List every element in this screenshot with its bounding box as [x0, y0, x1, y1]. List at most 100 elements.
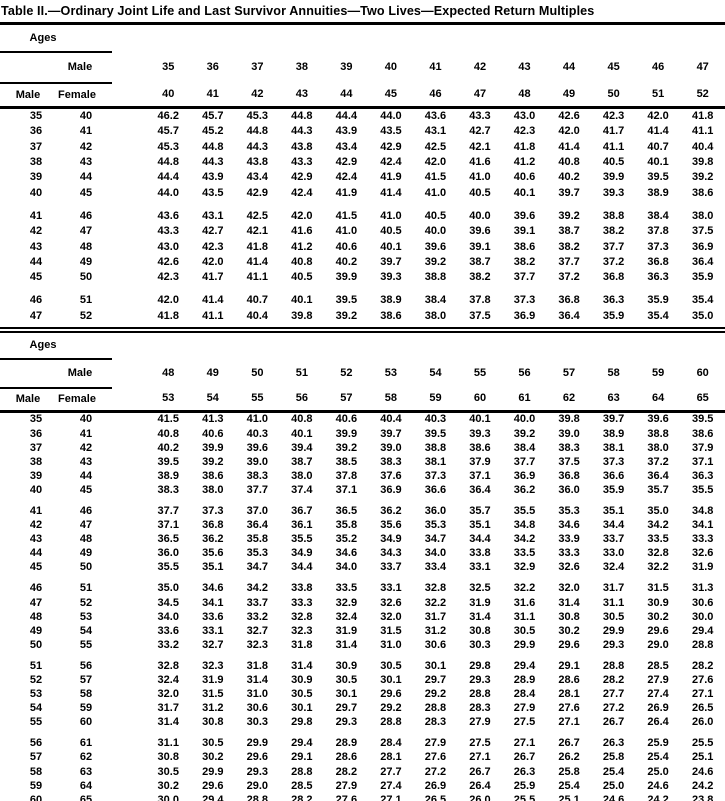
gap-cell	[112, 519, 146, 533]
expected-return-multiple-cell: 29.9	[202, 765, 224, 778]
expected-return-multiple-cell: 29.6	[246, 751, 269, 764]
expected-return-multiple-cell: 36.5	[157, 533, 179, 546]
expected-return-multiple-cell: 29.6	[380, 688, 402, 701]
expected-return-multiple-cell: 40.5	[380, 225, 402, 238]
gap-cell	[112, 610, 146, 624]
male-age-cell: 35	[29, 413, 43, 426]
annuity-table-block-2: Ages Male 48 49 50 51 52 53 54 55 56 57 58 59 60 Male Fe…	[0, 332, 725, 801]
table-row: 53 58 32.0 31.5 31.0 30.5 30.1 29.6 29.2 28.8 28.4…	[0, 688, 725, 702]
expected-return-multiple-cell: 41.7	[202, 271, 224, 284]
gap-cell	[112, 255, 146, 270]
male-age-column-header: 38	[295, 61, 308, 73]
expected-return-multiple-cell: 29.1	[291, 751, 313, 764]
expected-return-multiple-cell: 29.6	[647, 624, 669, 637]
expected-return-multiple-cell: 30.5	[335, 674, 358, 686]
header-blank-cell	[0, 358, 56, 389]
male-age-column-header: 35	[162, 61, 175, 73]
gap-cell	[112, 270, 146, 285]
expected-return-multiple-cell: 33.8	[291, 582, 313, 595]
female-age-cell: 56	[79, 659, 93, 672]
expected-return-multiple-cell: 37.7	[246, 483, 269, 496]
male-age-column-header: 49	[206, 366, 219, 379]
expected-return-multiple-cell: 30.9	[647, 596, 669, 609]
expected-return-multiple-cell: 25.1	[558, 793, 580, 801]
expected-return-multiple-cell: 28.8	[469, 688, 491, 701]
expected-return-multiple-cell: 40.2	[558, 171, 580, 184]
male-age-cell: 37	[29, 441, 43, 454]
expected-return-multiple-cell: 24.2	[691, 779, 714, 792]
expected-return-multiple-cell: 36.4	[246, 519, 269, 532]
expected-return-multiple-cell: 40.7	[246, 294, 269, 307]
expected-return-multiple-cell: 37.7	[157, 504, 179, 517]
expected-return-multiple-cell: 41.5	[424, 171, 447, 184]
table-row: 42 47 37.1 36.8 36.4 36.1 35.8 35.6 35.3 35.1 34.8…	[0, 519, 725, 533]
expected-return-multiple-cell: 36.0	[558, 483, 580, 496]
expected-return-multiple-cell: 26.4	[647, 716, 669, 729]
header-blank-cell	[112, 333, 725, 359]
expected-return-multiple-cell: 35.2	[335, 533, 358, 546]
expected-return-multiple-cell: 26.9	[647, 702, 669, 715]
expected-return-multiple-cell: 39.0	[558, 427, 580, 440]
male-age-column-header: 43	[518, 61, 531, 73]
spacer-cell	[0, 652, 725, 659]
expected-return-multiple-cell: 32.8	[291, 610, 313, 623]
gap-cell	[112, 441, 146, 455]
expected-return-multiple-cell: 31.7	[602, 582, 625, 595]
expected-return-multiple-cell: 28.8	[246, 793, 269, 801]
expected-return-multiple-cell: 44.8	[246, 125, 269, 138]
expected-return-multiple-cell: 42.4	[335, 171, 358, 184]
expected-return-multiple-cell: 27.1	[380, 793, 402, 801]
expected-return-multiple-cell: 35.1	[602, 504, 625, 517]
expected-return-multiple-cell: 29.6	[558, 638, 580, 651]
expected-return-multiple-cell: 35.1	[202, 561, 224, 574]
expected-return-multiple-cell: 28.1	[558, 688, 580, 701]
expected-return-multiple-cell: 38.1	[424, 455, 447, 468]
expected-return-multiple-cell: 29.9	[602, 624, 625, 637]
table-row: 51 56 32.8 32.3 31.8 31.4 30.9 30.5 30.1 29.8 29.4…	[0, 659, 725, 673]
expected-return-multiple-cell: 29.4	[513, 659, 536, 672]
expected-return-multiple-cell: 25.4	[647, 751, 669, 764]
expected-return-multiple-cell: 39.2	[335, 441, 358, 454]
expected-return-multiple-cell: 25.0	[602, 779, 625, 792]
expected-return-multiple-cell: 40.3	[424, 413, 447, 426]
expected-return-multiple-cell: 24.2	[647, 793, 669, 801]
table-row: 39 44 44.4 43.9 43.4 42.9 42.4 41.9 41.5 41.0 40.6…	[0, 170, 725, 185]
expected-return-multiple-cell: 33.7	[246, 596, 269, 609]
expected-return-multiple-cell: 40.8	[291, 413, 313, 426]
header-row-male-ages: Male 48 49 50 51 52 53 54 55 56 57 58 59 60	[0, 358, 725, 389]
expected-return-multiple-cell: 33.3	[691, 533, 714, 546]
expected-return-multiple-cell: 31.9	[469, 596, 491, 609]
expected-return-multiple-cell: 35.0	[647, 504, 669, 517]
expected-return-multiple-cell: 42.9	[335, 156, 358, 169]
expected-return-multiple-cell: 37.1	[157, 519, 179, 532]
male-age-cell: 47	[29, 596, 43, 609]
expected-return-multiple-cell: 34.0	[335, 561, 358, 574]
expected-return-multiple-cell: 43.8	[291, 140, 313, 153]
expected-return-multiple-cell: 40.6	[335, 240, 358, 253]
expected-return-multiple-cell: 33.5	[513, 547, 536, 560]
expected-return-multiple-cell: 41.6	[291, 225, 313, 238]
expected-return-multiple-cell: 27.7	[380, 765, 402, 778]
gap-cell	[112, 716, 146, 730]
expected-return-multiple-cell: 36.2	[513, 483, 536, 496]
expected-return-multiple-cell: 36.8	[558, 469, 580, 482]
gap-cell	[112, 561, 146, 575]
expected-return-multiple-cell: 35.5	[513, 504, 536, 517]
expected-return-multiple-cell: 31.8	[291, 638, 313, 651]
female-age-cell: 46	[79, 504, 93, 517]
expected-return-multiple-cell: 34.3	[380, 547, 402, 560]
expected-return-multiple-cell: 37.3	[602, 455, 625, 468]
expected-return-multiple-cell: 35.0	[157, 582, 179, 595]
table-row: 49 54 33.6 33.1 32.7 32.3 31.9 31.5 31.2 30.8 30.5…	[0, 624, 725, 638]
expected-return-multiple-cell: 32.8	[424, 582, 447, 595]
table-row: 43 48 36.5 36.2 35.8 35.5 35.2 34.9 34.7 34.4 34.2…	[0, 533, 725, 547]
female-age-cell: 64	[79, 779, 93, 792]
female-age-column-header: 55	[235, 387, 280, 413]
expected-return-multiple-cell: 40.1	[647, 156, 669, 169]
expected-return-multiple-cell: 40.5	[602, 156, 625, 169]
male-age-cell: 44	[29, 547, 43, 560]
expected-return-multiple-cell: 29.3	[469, 674, 491, 686]
expected-return-multiple-cell: 34.2	[246, 582, 269, 595]
expected-return-multiple-cell: 35.1	[469, 519, 491, 532]
gap-cell	[112, 673, 146, 687]
